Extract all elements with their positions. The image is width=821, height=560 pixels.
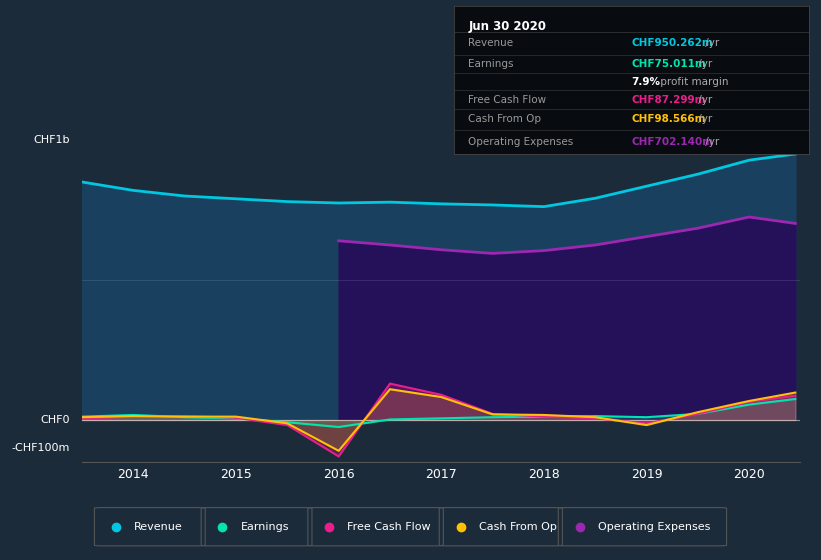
Text: CHF1b: CHF1b [34, 135, 70, 145]
Text: Revenue: Revenue [468, 39, 513, 49]
Text: Cash From Op: Cash From Op [468, 114, 541, 124]
Text: /yr: /yr [695, 114, 713, 124]
Text: Earnings: Earnings [241, 522, 289, 532]
Text: Free Cash Flow: Free Cash Flow [347, 522, 431, 532]
Text: CHF98.566m: CHF98.566m [631, 114, 706, 124]
Text: Revenue: Revenue [134, 522, 182, 532]
Text: CHF950.262m: CHF950.262m [631, 39, 713, 49]
Text: profit margin: profit margin [657, 77, 728, 87]
Text: CHF87.299m: CHF87.299m [631, 95, 706, 105]
Text: /yr: /yr [702, 39, 719, 49]
Text: CHF0: CHF0 [40, 415, 70, 425]
Text: CHF75.011m: CHF75.011m [631, 59, 706, 69]
Text: Free Cash Flow: Free Cash Flow [468, 95, 546, 105]
Text: Earnings: Earnings [468, 59, 514, 69]
Text: Operating Expenses: Operating Expenses [598, 522, 710, 532]
Text: CHF702.140m: CHF702.140m [631, 137, 713, 147]
Text: Cash From Op: Cash From Op [479, 522, 557, 532]
Text: -CHF100m: -CHF100m [11, 443, 70, 453]
Text: Operating Expenses: Operating Expenses [468, 137, 573, 147]
Text: 7.9%: 7.9% [631, 77, 660, 87]
Text: /yr: /yr [695, 95, 713, 105]
Text: /yr: /yr [695, 59, 713, 69]
Text: Jun 30 2020: Jun 30 2020 [468, 21, 546, 34]
Text: /yr: /yr [702, 137, 719, 147]
